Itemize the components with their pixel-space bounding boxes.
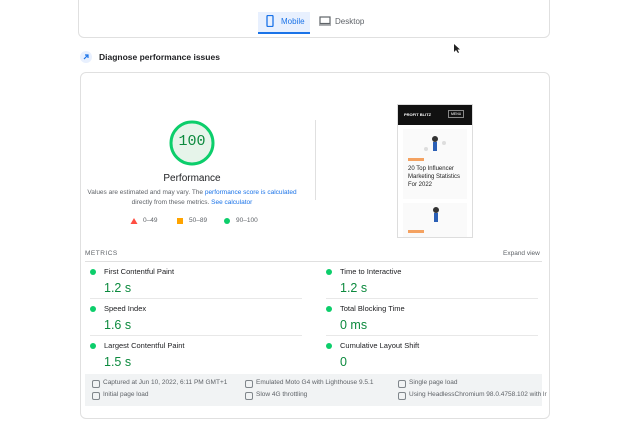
divider xyxy=(85,261,542,262)
tab-mobile[interactable]: Mobile xyxy=(281,17,305,26)
legend-fail-icon xyxy=(130,218,138,224)
preview-illustration xyxy=(424,136,446,151)
cursor xyxy=(454,44,460,53)
footer-item: Single page load xyxy=(409,379,458,386)
metric-value: 1.5 s xyxy=(104,355,132,369)
footer-item: Initial page load xyxy=(103,391,149,398)
footer-item: Captured at Jun 10, 2022, 6:11 PM GMT+1 xyxy=(103,379,228,386)
preview-menu: MENU xyxy=(448,110,465,118)
divider xyxy=(90,298,302,299)
page-preview: PROFIT BLITZ MENU 20 Top Influencer Mark… xyxy=(397,104,473,238)
metrics-heading: METRICS xyxy=(85,250,118,257)
divider xyxy=(90,335,302,336)
tab-active-bg xyxy=(258,12,310,33)
note-link[interactable]: performance score is calculated xyxy=(204,189,297,196)
footer-item: Using HeadlessChromium 98.0.4758.102 wit… xyxy=(409,391,547,398)
metric-dot xyxy=(90,269,96,275)
legend-average-icon xyxy=(177,218,183,224)
metric-value: 1.6 s xyxy=(104,318,132,332)
metric-dot xyxy=(90,343,96,349)
note-text: directly from these metrics. xyxy=(131,199,212,206)
footer-icon xyxy=(245,392,253,400)
legend-label: 90–100 xyxy=(236,217,258,224)
mobile-icon xyxy=(266,15,274,27)
footer-icon xyxy=(398,380,406,388)
legend-label: 0–49 xyxy=(143,217,158,224)
legend-pass-icon xyxy=(224,218,230,224)
metric-label: Time to Interactive xyxy=(340,267,402,276)
footer-icon xyxy=(398,392,406,400)
tab-desktop[interactable]: Desktop xyxy=(335,17,365,26)
footer-box xyxy=(85,374,542,406)
metric-label: Cumulative Layout Shift xyxy=(340,341,420,350)
footer-item: Emulated Moto G4 with Lighthouse 9.5.1 xyxy=(256,379,374,386)
desktop-icon xyxy=(319,16,331,26)
legend-label: 50–89 xyxy=(189,217,208,224)
metric-dot xyxy=(326,306,332,312)
preview-tag xyxy=(408,230,424,233)
score-label: Performance xyxy=(163,173,221,184)
tab-underline xyxy=(258,32,310,34)
note-link[interactable]: See calculator xyxy=(211,199,253,206)
preview-tag xyxy=(408,158,424,161)
metric-value: 1.2 s xyxy=(104,281,132,295)
divider xyxy=(326,298,538,299)
tab-card xyxy=(78,0,550,38)
metric-label: Largest Contentful Paint xyxy=(104,341,185,350)
divider xyxy=(326,335,538,336)
section-title: Diagnose performance issues xyxy=(99,52,220,62)
metric-label: Total Blocking Time xyxy=(340,304,405,313)
divider xyxy=(315,120,316,200)
score-note: Values are estimated and may vary. The p… xyxy=(80,188,304,208)
footer-item: Slow 4G throttling xyxy=(256,391,308,398)
metric-dot xyxy=(326,269,332,275)
metric-dot xyxy=(326,343,332,349)
metric-value: 1.2 s xyxy=(340,281,368,295)
footer-icon xyxy=(245,380,253,388)
metric-dot xyxy=(90,306,96,312)
metric-label: First Contentful Paint xyxy=(104,267,175,276)
preview-headline: 20 Top Influencer Marketing Statistics F… xyxy=(408,166,461,188)
section-icon xyxy=(80,51,92,63)
footer-icon xyxy=(92,392,100,400)
score-gauge xyxy=(169,120,215,166)
preview-brand: PROFIT BLITZ xyxy=(404,112,432,117)
metric-value: 0 ms xyxy=(340,318,368,332)
preview-illustration xyxy=(433,207,439,222)
metric-value: 0 xyxy=(340,355,347,369)
note-text: Values are estimated and may vary. The xyxy=(87,189,205,196)
footer-icon xyxy=(92,380,100,388)
score-value: 100 xyxy=(178,133,206,150)
metric-label: Speed Index xyxy=(104,304,147,313)
expand-view[interactable]: Expand view xyxy=(503,250,540,257)
